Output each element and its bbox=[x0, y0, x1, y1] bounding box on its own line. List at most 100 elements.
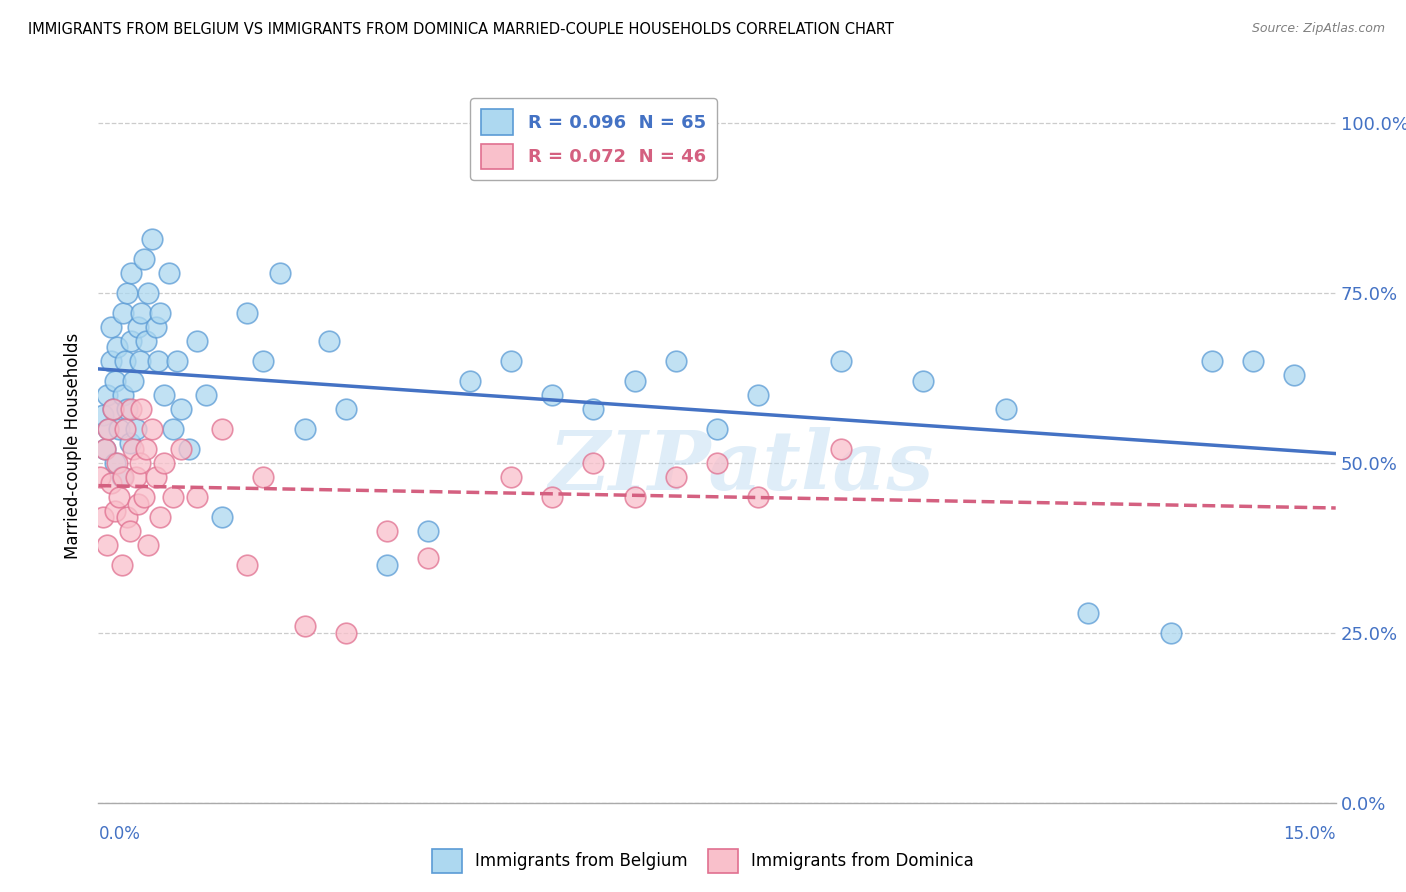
Point bbox=[1201, 354, 1223, 368]
Point bbox=[131, 401, 153, 416]
Point bbox=[105, 341, 128, 355]
Text: ZIPatlas: ZIPatlas bbox=[550, 427, 935, 508]
Point bbox=[117, 510, 139, 524]
Text: Source: ZipAtlas.com: Source: ZipAtlas.com bbox=[1251, 22, 1385, 36]
Legend: R = 0.096  N = 65, R = 0.072  N = 46: R = 0.096 N = 65, R = 0.072 N = 46 bbox=[470, 98, 717, 180]
Point bbox=[97, 422, 120, 436]
Point bbox=[149, 510, 172, 524]
Point bbox=[96, 537, 118, 551]
Text: 15.0%: 15.0% bbox=[1284, 825, 1336, 843]
Point bbox=[499, 469, 522, 483]
Point bbox=[747, 388, 769, 402]
Point bbox=[100, 354, 122, 368]
Point bbox=[582, 401, 605, 416]
Point bbox=[135, 334, 157, 348]
Point bbox=[665, 469, 688, 483]
Point bbox=[706, 456, 728, 470]
Point bbox=[114, 422, 136, 436]
Point bbox=[108, 490, 131, 504]
Point bbox=[104, 456, 127, 470]
Point bbox=[124, 469, 146, 483]
Point bbox=[211, 510, 233, 524]
Point bbox=[131, 306, 153, 320]
Point bbox=[127, 497, 149, 511]
Point bbox=[269, 266, 291, 280]
Point bbox=[145, 469, 167, 483]
Point bbox=[335, 626, 357, 640]
Point bbox=[252, 354, 274, 368]
Point bbox=[375, 524, 398, 538]
Point bbox=[162, 490, 184, 504]
Point bbox=[153, 388, 176, 402]
Point bbox=[541, 490, 564, 504]
Legend: Immigrants from Belgium, Immigrants from Dominica: Immigrants from Belgium, Immigrants from… bbox=[425, 842, 981, 880]
Point bbox=[146, 354, 169, 368]
Point bbox=[114, 354, 136, 368]
Point bbox=[108, 422, 131, 436]
Point bbox=[1284, 368, 1306, 382]
Point bbox=[186, 334, 208, 348]
Point bbox=[104, 503, 127, 517]
Point bbox=[706, 422, 728, 436]
Point bbox=[830, 442, 852, 457]
Point bbox=[132, 490, 155, 504]
Point bbox=[100, 476, 122, 491]
Point bbox=[128, 354, 150, 368]
Point bbox=[194, 388, 217, 402]
Text: IMMIGRANTS FROM BELGIUM VS IMMIGRANTS FROM DOMINICA MARRIED-COUPLE HOUSEHOLDS CO: IMMIGRANTS FROM BELGIUM VS IMMIGRANTS FR… bbox=[28, 22, 894, 37]
Point bbox=[149, 306, 172, 320]
Point bbox=[335, 401, 357, 416]
Point bbox=[170, 401, 193, 416]
Point bbox=[912, 375, 935, 389]
Point bbox=[120, 266, 142, 280]
Point bbox=[94, 442, 117, 457]
Point bbox=[1241, 354, 1264, 368]
Point bbox=[162, 422, 184, 436]
Point bbox=[665, 354, 688, 368]
Point bbox=[418, 551, 440, 566]
Point bbox=[96, 388, 118, 402]
Point bbox=[141, 422, 163, 436]
Point bbox=[157, 266, 180, 280]
Point bbox=[458, 375, 481, 389]
Point bbox=[128, 456, 150, 470]
Point bbox=[1160, 626, 1182, 640]
Point bbox=[120, 401, 142, 416]
Point bbox=[135, 442, 157, 457]
Text: 0.0%: 0.0% bbox=[98, 825, 141, 843]
Y-axis label: Married-couple Households: Married-couple Households bbox=[63, 333, 82, 559]
Point bbox=[118, 524, 141, 538]
Point bbox=[375, 558, 398, 572]
Point bbox=[136, 537, 159, 551]
Point bbox=[623, 490, 645, 504]
Point bbox=[117, 286, 139, 301]
Point bbox=[211, 422, 233, 436]
Point bbox=[118, 435, 141, 450]
Point bbox=[117, 401, 139, 416]
Point bbox=[236, 558, 259, 572]
Point bbox=[186, 490, 208, 504]
Point bbox=[97, 422, 120, 436]
Point bbox=[418, 524, 440, 538]
Point bbox=[541, 388, 564, 402]
Point bbox=[136, 286, 159, 301]
Point bbox=[294, 619, 316, 633]
Point bbox=[132, 252, 155, 266]
Point bbox=[122, 375, 145, 389]
Point bbox=[499, 354, 522, 368]
Point bbox=[830, 354, 852, 368]
Point bbox=[318, 334, 340, 348]
Point bbox=[112, 306, 135, 320]
Point bbox=[110, 469, 132, 483]
Point bbox=[153, 456, 176, 470]
Point bbox=[104, 375, 127, 389]
Point bbox=[145, 320, 167, 334]
Point bbox=[122, 442, 145, 457]
Point bbox=[236, 306, 259, 320]
Point bbox=[89, 469, 111, 483]
Point bbox=[124, 422, 146, 436]
Point bbox=[166, 354, 188, 368]
Point bbox=[110, 558, 132, 572]
Point bbox=[582, 456, 605, 470]
Point bbox=[100, 320, 122, 334]
